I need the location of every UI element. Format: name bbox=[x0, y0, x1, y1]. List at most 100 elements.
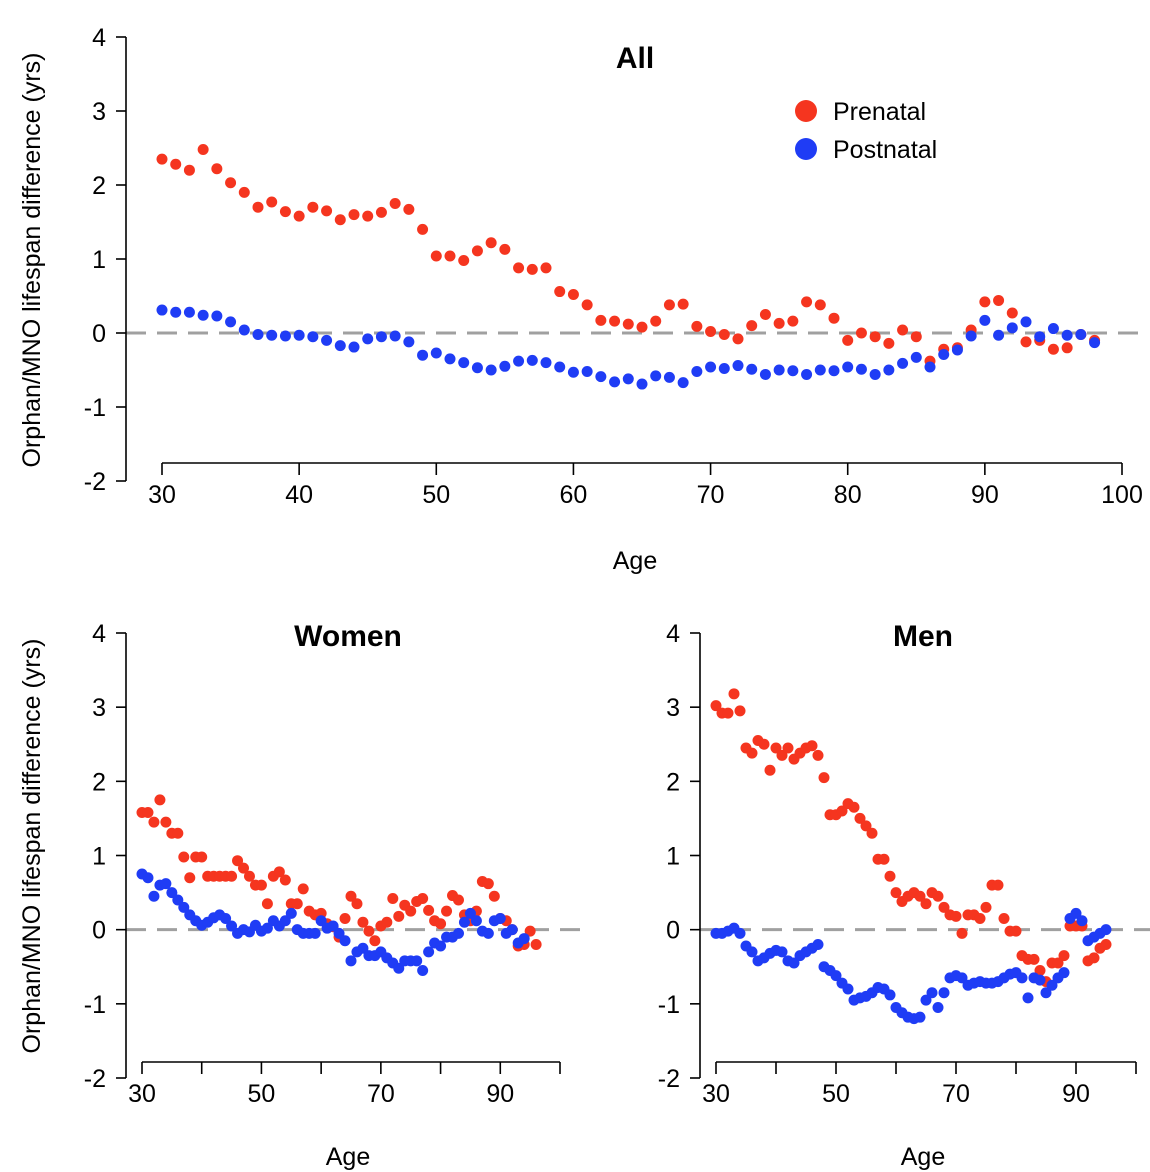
women-series-postnatal bbox=[136, 868, 530, 976]
all-y-tick-label: 2 bbox=[92, 172, 106, 200]
all-x-axis-title: Age bbox=[613, 547, 657, 575]
all-prenatal-point bbox=[595, 314, 607, 326]
women-prenatal-point bbox=[172, 827, 184, 839]
women-y-axis-title: Orphan/MNO lifespan difference (yrs) bbox=[18, 639, 46, 1054]
all-prenatal-point bbox=[883, 337, 895, 349]
women-y-tick-label: 0 bbox=[92, 917, 106, 945]
women-postnatal-point bbox=[261, 922, 273, 934]
women-prenatal-point bbox=[435, 918, 447, 930]
women-y-tick-label: -1 bbox=[84, 991, 106, 1019]
all-postnatal-point bbox=[965, 330, 977, 342]
men-prenatal-point bbox=[734, 705, 746, 717]
all-postnatal-point bbox=[814, 364, 826, 376]
all-postnatal-point bbox=[293, 329, 305, 341]
men-postnatal-point bbox=[1046, 979, 1058, 991]
women-prenatal-point bbox=[226, 870, 238, 882]
legend-swatch-postnatal bbox=[795, 138, 817, 160]
women-postnatal-point bbox=[279, 915, 291, 927]
women-title: Women bbox=[294, 620, 402, 653]
all-y-tick-label: -2 bbox=[84, 468, 106, 496]
all-x-tick-label: 60 bbox=[560, 481, 588, 509]
women-postnatal-point bbox=[458, 916, 470, 928]
all-x-tick-label: 80 bbox=[834, 481, 862, 509]
men-postnatal-point bbox=[926, 987, 938, 999]
all-postnatal-point bbox=[430, 347, 442, 359]
women-postnatal-point bbox=[172, 894, 184, 906]
all-prenatal-point bbox=[293, 210, 305, 222]
all-postnatal-point bbox=[842, 361, 854, 373]
all-prenatal-point bbox=[348, 209, 360, 221]
all-postnatal-point bbox=[1089, 337, 1101, 349]
men-postnatal-point bbox=[938, 987, 950, 999]
all-postnatal-point bbox=[705, 361, 717, 373]
women-prenatal-point bbox=[178, 851, 190, 863]
all-postnatal-point bbox=[1020, 316, 1032, 328]
all-prenatal-point bbox=[238, 186, 250, 198]
men-prenatal-point bbox=[806, 740, 818, 752]
all-prenatal-point bbox=[910, 331, 922, 343]
all-postnatal-point bbox=[869, 368, 881, 380]
all-prenatal-point bbox=[677, 298, 689, 310]
women-y-tick-label: 1 bbox=[92, 843, 106, 871]
all-title: All bbox=[616, 42, 654, 75]
men-postnatal-point bbox=[956, 972, 968, 984]
women-postnatal-point bbox=[327, 920, 339, 932]
men-y-tick-label: 1 bbox=[666, 843, 680, 871]
all-prenatal-point bbox=[705, 326, 717, 338]
all-postnatal-point bbox=[787, 365, 799, 377]
all-prenatal-point bbox=[897, 324, 909, 336]
all-postnatal-point bbox=[211, 310, 223, 322]
men-postnatal-point bbox=[776, 946, 788, 958]
all-prenatal-point bbox=[567, 289, 579, 301]
all-prenatal-point bbox=[321, 205, 333, 217]
all-prenatal-point bbox=[252, 201, 264, 213]
women-prenatal-point bbox=[423, 904, 435, 916]
all-postnatal-point bbox=[540, 357, 552, 369]
men-postnatal-point bbox=[842, 983, 854, 995]
all-prenatal-point bbox=[773, 317, 785, 329]
men-prenatal-point bbox=[920, 898, 932, 910]
all-prenatal-point bbox=[746, 320, 758, 332]
women-postnatal-point bbox=[178, 901, 190, 913]
all-prenatal-point bbox=[855, 327, 867, 339]
all-postnatal-point bbox=[567, 366, 579, 378]
all-postnatal-point bbox=[759, 368, 771, 380]
all-postnatal-point bbox=[417, 349, 429, 361]
men-postnatal-point bbox=[1058, 967, 1070, 979]
all-x-tick-label: 90 bbox=[971, 481, 999, 509]
all-prenatal-point bbox=[266, 196, 278, 208]
all-postnatal-point bbox=[718, 363, 730, 375]
all-postnatal-point bbox=[622, 373, 634, 385]
men-prenatal-point bbox=[818, 772, 830, 784]
men-prenatal-point bbox=[914, 890, 926, 902]
men-prenatal-point bbox=[950, 910, 962, 922]
women-prenatal-point bbox=[393, 910, 405, 922]
men-prenatal-point bbox=[764, 764, 776, 776]
all-prenatal-point bbox=[663, 299, 675, 311]
women-x-tick-label: 70 bbox=[367, 1080, 395, 1108]
all-postnatal-point bbox=[910, 351, 922, 363]
all-series-prenatal bbox=[156, 143, 1101, 367]
legend: Prenatal Postnatal bbox=[795, 98, 937, 164]
all-prenatal-point bbox=[828, 312, 840, 324]
women-prenatal-point bbox=[381, 916, 393, 928]
women-prenatal-point bbox=[238, 862, 250, 874]
women-x-tick-label: 50 bbox=[248, 1080, 276, 1108]
men-prenatal-point bbox=[992, 879, 1004, 891]
all-postnatal-point bbox=[746, 363, 758, 375]
women-prenatal-point bbox=[441, 905, 453, 917]
women-prenatal-point bbox=[357, 916, 369, 928]
all-x-tick-label: 70 bbox=[697, 481, 725, 509]
all-postnatal-point bbox=[279, 330, 291, 342]
men-x-axis-title: Age bbox=[901, 1143, 945, 1171]
men-y-tick-label: 2 bbox=[666, 768, 680, 796]
men-prenatal-point bbox=[770, 742, 782, 754]
men-prenatal-point bbox=[776, 749, 788, 761]
all-postnatal-point bbox=[225, 316, 237, 328]
all-prenatal-point bbox=[622, 318, 634, 330]
men-prenatal-point bbox=[890, 887, 902, 899]
women-prenatal-point bbox=[363, 925, 375, 937]
men-prenatal-point bbox=[980, 901, 992, 913]
women-y-tick-label: 3 bbox=[92, 694, 106, 722]
